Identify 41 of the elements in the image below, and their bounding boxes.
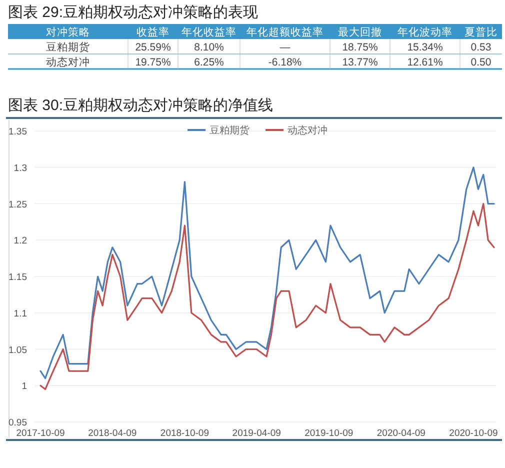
y-tick-label: 1.2 (14, 236, 27, 247)
y-tick-label: 1 (22, 381, 27, 392)
text: 豆粕期货 (46, 42, 90, 54)
text: 12.61% (407, 56, 443, 68)
y-tick-label: 1.1 (14, 308, 27, 320)
text: 6.25% (194, 56, 224, 68)
text: 25.59% (135, 42, 171, 54)
text: 0.53 (470, 42, 492, 54)
category-label: 收益率 (136, 26, 170, 38)
text: 13.77% (342, 56, 378, 68)
text: 动态对冲 (46, 56, 90, 68)
text: 15.34% (407, 42, 443, 54)
text: 图表 29:豆粕期权动态对冲策略的表现 (8, 4, 258, 21)
x-tick-label: 2019-10-09 (304, 428, 354, 439)
text: -6.18% (268, 56, 302, 68)
category-label: 最大回撤 (338, 26, 382, 38)
x-tick-label: 2018-04-09 (88, 428, 137, 439)
text: 19.75% (135, 56, 171, 68)
category-label: 夏普比 (464, 26, 498, 38)
category-label: 年化波动率 (398, 26, 452, 38)
y-tick-label: 1.15 (8, 272, 27, 283)
text: — (280, 42, 291, 54)
text: 0.50 (470, 56, 492, 68)
category-label: 年化收益率 (182, 26, 236, 38)
legend-label: 豆粕期货 (210, 124, 250, 136)
y-tick-label: 1.3 (14, 162, 27, 174)
text: 8.10% (194, 42, 224, 54)
x-tick-label: 2017-10-09 (16, 428, 65, 439)
x-tick-label: 2020-04-09 (376, 428, 426, 439)
x-tick-label: 2018-10-09 (160, 428, 210, 439)
category-label: 年化超额收益率 (246, 26, 324, 38)
legend-label: 动态对冲 (288, 124, 328, 136)
x-tick-label: 2019-04-09 (232, 428, 281, 439)
text: 18.75% (342, 42, 378, 54)
x-tick-label: 2020-10-09 (449, 428, 498, 439)
y-tick-label: 1.35 (8, 126, 27, 138)
category-label: 对冲策略 (46, 26, 90, 38)
y-tick-label: 1.05 (8, 344, 27, 356)
chart-title: 图表 30:豆粕期权动态对冲策略的净值线 (8, 97, 274, 114)
y-tick-label: 0.95 (8, 418, 27, 428)
y-tick-label: 1.25 (8, 199, 27, 210)
